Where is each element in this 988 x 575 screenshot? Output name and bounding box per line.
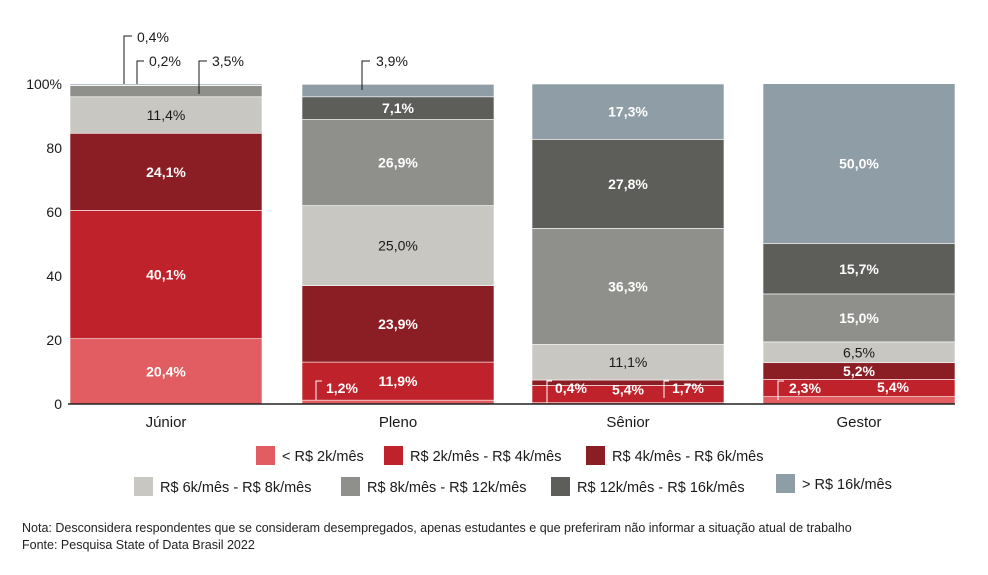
segment-label-1-3: 25,0% (378, 238, 418, 254)
bar-segment-1-3 (301, 205, 495, 286)
bar-segment-2-6 (531, 83, 725, 140)
footnote: Nota: Desconsidera respondentes que se c… (22, 521, 852, 535)
legend-swatch-4 (341, 477, 360, 496)
callout-label-0-5: 0,2% (149, 53, 181, 69)
segment-label-3-1: 5,4% (877, 379, 909, 395)
y-tick-label-60: 60 (46, 204, 62, 220)
callout-line-1-6 (361, 60, 370, 90)
callout-line-0-6 (123, 35, 132, 84)
segment-label-2-1: 5,4% (612, 382, 644, 398)
callout-line-2-2 (663, 380, 669, 398)
bar-segment-0-4 (69, 85, 263, 98)
y-tick-label-0: 0 (54, 396, 62, 412)
segment-label-1-2: 23,9% (378, 316, 418, 332)
segment-label-0-0: 20,4% (146, 363, 186, 379)
y-tick-label-40: 40 (46, 268, 62, 284)
y-tick-label-20: 20 (46, 332, 62, 348)
segment-label-1-4: 26,9% (378, 155, 418, 171)
legend-swatch-6 (776, 474, 795, 493)
segment-label-1-5: 7,1% (382, 100, 414, 116)
segment-label-2-3: 11,1% (609, 354, 648, 370)
callout-label-0-6: 0,4% (137, 29, 169, 45)
segment-label-3-4: 15,0% (839, 310, 879, 326)
segment-label-3-3: 6,5% (843, 344, 875, 360)
bar-segment-2-4 (531, 228, 725, 345)
legend-swatch-5 (551, 477, 570, 496)
x-label-3: Gestor (836, 414, 881, 431)
y-tick-label-100: 100% (26, 76, 62, 92)
legend-label-3: R$ 6k/mês - R$ 8k/mês (160, 480, 312, 496)
callout-label-2-0: 0,4% (555, 380, 587, 396)
callout-labels: 0,4% 0,2% 3,5% 3,9% 1,2% 0,4% 1,7% 2,3% (123, 29, 821, 403)
segment-labels: 20,4% 40,1% 24,1% 11,4% 11,9% 23,9% 25,0% 26,9%… (146, 100, 909, 397)
segment-label-0-3: 11,4% (147, 107, 186, 123)
callout-line-3-0 (777, 380, 784, 400)
legend-swatch-1 (384, 446, 403, 465)
callout-label-3-0: 2,3% (789, 380, 821, 396)
x-label-0: Júnior (146, 414, 187, 431)
legend-label-2: R$ 4k/mês - R$ 6k/mês (612, 449, 764, 465)
callout-label-1-6: 3,9% (376, 53, 408, 69)
x-label-2: Sênior (606, 414, 649, 431)
segment-label-1-1: 11,9% (379, 373, 418, 389)
legend-label-4: R$ 8k/mês - R$ 12k/mês (367, 480, 527, 496)
legend-swatch-2 (586, 446, 605, 465)
bar-segment-1-4 (301, 119, 495, 206)
legend-swatch-3 (134, 477, 153, 496)
x-axis-labels: Júnior Pleno Sênior Gestor (146, 414, 882, 431)
bar-segment-3-6 (762, 83, 956, 244)
bars (69, 83, 956, 405)
segment-label-2-6: 17,3% (608, 104, 648, 120)
legend-label-5: R$ 12k/mês - R$ 16k/mês (577, 480, 745, 496)
legend-swatch-0 (256, 446, 275, 465)
legend: < R$ 2k/mês R$ 2k/mês - R$ 4k/mês R$ 4k/mê… (134, 446, 892, 496)
y-tick-label-80: 80 (46, 140, 62, 156)
bar-segment-1-6 (301, 84, 495, 98)
segment-label-3-6: 50,0% (839, 156, 879, 172)
callout-line-0-4 (198, 60, 207, 94)
segment-label-3-2: 5,2% (843, 363, 875, 379)
bar-segment-0-6 (69, 83, 263, 86)
segment-label-0-2: 24,1% (146, 164, 186, 180)
bar-segment-3-0 (762, 396, 956, 405)
bar-segment-2-5 (531, 139, 725, 229)
segment-label-3-5: 15,7% (839, 261, 879, 277)
segment-label-0-1: 40,1% (146, 267, 186, 283)
bar-segment-0-0 (69, 338, 263, 405)
callout-label-0-4: 3,5% (212, 53, 244, 69)
bar-segment-2-3 (531, 344, 725, 381)
legend-label-0: < R$ 2k/mês (282, 449, 364, 465)
segment-label-2-4: 36,3% (608, 278, 648, 294)
legend-label-6: > R$ 16k/mês (802, 477, 892, 493)
callout-line-2-0 (546, 380, 552, 403)
bar-segment-0-3 (69, 96, 263, 134)
callout-line-0-5 (136, 60, 144, 84)
bar-segment-3-4 (762, 293, 956, 343)
y-axis: 0 20 40 60 80 100% (26, 76, 62, 412)
x-label-1: Pleno (379, 414, 417, 431)
callout-label-1-0: 1,2% (326, 380, 358, 396)
source-note: Fonte: Pesquisa State of Data Brasil 202… (22, 538, 255, 552)
bar-segment-0-1 (69, 210, 263, 340)
bar-segment-3-5 (762, 243, 956, 295)
legend-label-1: R$ 2k/mês - R$ 4k/mês (410, 449, 562, 465)
segment-label-2-5: 27,8% (608, 176, 648, 192)
callout-label-2-2: 1,7% (672, 380, 704, 396)
callout-line-1-0 (315, 380, 322, 400)
